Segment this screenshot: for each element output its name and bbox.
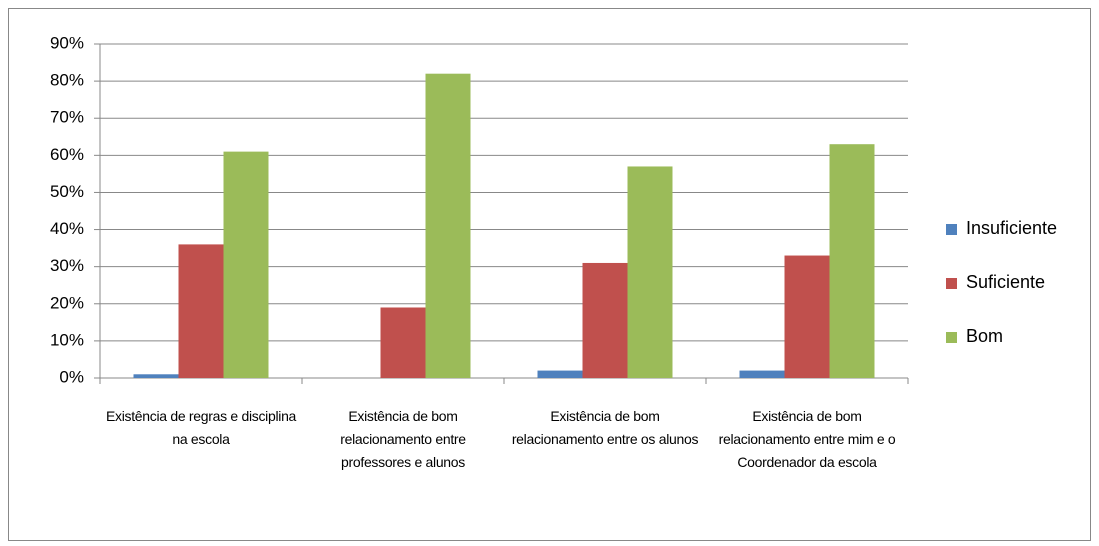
x-tick-label: Existência de bom relacionamento entre o…: [511, 408, 699, 447]
chart-frame: [8, 8, 1091, 541]
y-tick-label: 30%: [50, 256, 84, 275]
legend-swatch: [946, 332, 957, 343]
bar: [829, 144, 875, 378]
y-tick-label: 60%: [50, 145, 84, 164]
bar: [627, 166, 673, 378]
legend-label: Bom: [966, 326, 1003, 346]
bar: [380, 307, 426, 378]
legend-label: Insuficiente: [966, 218, 1057, 238]
bar: [223, 151, 269, 378]
y-tick-label: 40%: [50, 219, 84, 238]
y-tick-label: 20%: [50, 293, 84, 312]
legend-swatch: [946, 224, 957, 235]
y-tick-label: 0%: [59, 367, 84, 386]
y-tick-label: 50%: [50, 182, 84, 201]
bar: [537, 370, 583, 378]
x-tick-label: Existência de bom relacionamento entre p…: [340, 408, 466, 470]
bar: [784, 255, 830, 378]
bar: [582, 262, 628, 378]
y-tick-label: 10%: [50, 330, 84, 349]
bar: [425, 73, 471, 378]
y-tick-label: 90%: [50, 33, 84, 52]
bar: [178, 244, 224, 378]
bar: [133, 374, 179, 378]
legend-label: Suficiente: [966, 272, 1045, 292]
x-tick-label: Existência de regras e disciplina na esc…: [105, 408, 297, 447]
y-tick-label: 70%: [50, 108, 84, 127]
legend-swatch: [946, 278, 957, 289]
bar: [739, 370, 785, 378]
y-tick-label: 80%: [50, 71, 84, 90]
x-tick-label: Existência de bom relacionamento entre m…: [718, 408, 896, 470]
